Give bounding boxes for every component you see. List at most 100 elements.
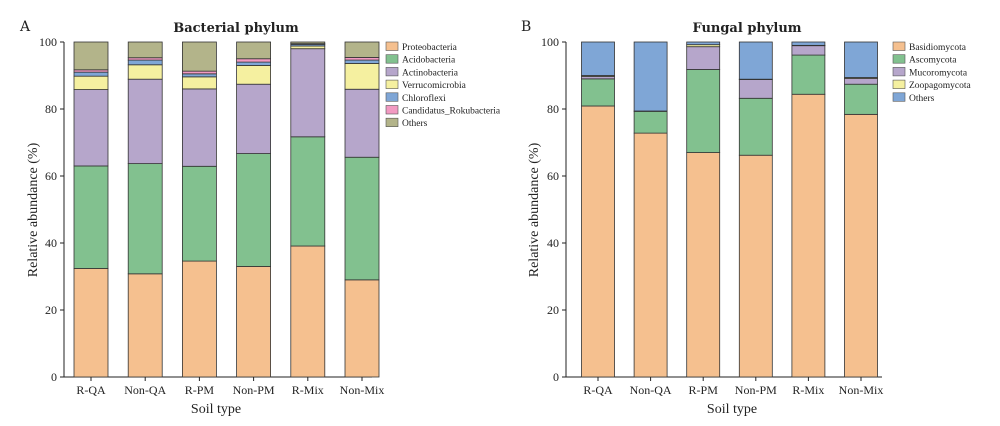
bar-segment-r-pm-others (181, 41, 217, 72)
plot-area: 0 20 40 60 80 100 R-QA Non-QA R-PM Non-PM R-Mix Non… (541, 35, 883, 397)
legend-label-zoopagomycota: Zoopagomycota (909, 81, 972, 91)
bar-segment-non-qa-others (633, 41, 668, 112)
x-tick-label: R-QA (583, 383, 613, 397)
bar-segment-non-mix-proteobacteria (344, 279, 380, 378)
legend: Basidiomycota Ascomycota Mucoromycota Zoopa… (892, 41, 972, 104)
bar-segment-r-qa-others (581, 41, 615, 76)
bar-segment-r-mix-proteobacteria (290, 245, 326, 378)
x-tick-label: Non-QA (630, 383, 672, 397)
bar-segment-r-mix-ascomycota (791, 54, 826, 95)
y-tick-label: 80 (45, 102, 57, 116)
legend-label-actinobacteria: Actinobacteria (402, 68, 459, 78)
x-tick-label: Non-PM (233, 383, 275, 397)
bar-segment-r-mix-others (290, 41, 326, 45)
fungal-phylum-chart: Fungal phylum Relative abundance (%) Soi… (527, 21, 972, 417)
legend-label-mucoromycota: Mucoromycota (909, 68, 968, 78)
legend-swatch-others (892, 92, 906, 102)
bar-segment-non-pm-proteobacteria (236, 266, 272, 378)
legend-label-proteobacteria: Proteobacteria (402, 43, 458, 53)
y-tick-label: 60 (547, 169, 559, 183)
bar-segment-non-mix-others (344, 41, 380, 58)
legend-swatch-actinobacteria (385, 67, 399, 77)
bar-segment-r-mix-mucoromycota (791, 45, 826, 56)
y-tick-label: 80 (547, 102, 559, 116)
bar-segment-r-pm-acidobacteria (181, 165, 217, 262)
bar-segment-r-pm-mucoromycota (686, 46, 721, 70)
x-tick-label: R-PM (185, 383, 215, 397)
legend-label-acidobacteria: Acidobacteria (402, 56, 456, 66)
bar-segment-non-mix-chloroflexi (344, 59, 380, 64)
bar-segment-non-pm-candidatus-rokubacteria (236, 58, 272, 63)
y-tick-label: 100 (541, 35, 559, 49)
legend-swatch-ascomycota (892, 54, 906, 64)
x-tick-label: Non-QA (124, 383, 166, 397)
x-axis-label: Soil type (707, 402, 757, 417)
y-tick-label: 40 (547, 236, 559, 250)
plot-area: 0 20 40 60 80 100 R-QA Non-QA R-PM Non-PM R-Mix Non… (39, 35, 384, 397)
bar-segment-r-mix-actinobacteria (290, 48, 326, 138)
y-tick-label: 60 (45, 169, 57, 183)
x-tick-label: Non-PM (735, 383, 777, 397)
legend-swatch-others (385, 117, 399, 127)
bar-segment-r-qa-others (73, 41, 109, 71)
bar-segment-r-qa-chloroflexi (73, 71, 109, 77)
bar-segment-non-qa-actinobacteria (127, 78, 163, 165)
y-tick-label: 0 (553, 370, 559, 384)
bar-segment-non-pm-acidobacteria (236, 153, 272, 267)
bar-segment-non-pm-ascomycota (738, 97, 773, 156)
bar-segment-non-mix-basidiomycota (844, 113, 878, 378)
legend-label-basidiomycota: Basidiomycota (909, 43, 967, 53)
x-tick-label: Non-Mix (340, 383, 385, 397)
bar-segment-non-mix-mucoromycota (844, 78, 878, 85)
bacterial-phylum-chart: Bacterial phylum Relative abundance (%) … (26, 21, 501, 417)
bar-segment-non-qa-ascomycota (633, 110, 668, 134)
bar-segment-r-pm-chloroflexi (181, 73, 217, 78)
legend-label-candidatus-rokubacteria: Candidatus_Rokubacteria (402, 107, 501, 117)
bar-segment-non-mix-actinobacteria (344, 88, 380, 158)
bar-segment-r-mix-verrucomicrobia (290, 45, 326, 50)
legend-swatch-verrucomicrobia (385, 79, 399, 89)
bar-segment-r-qa-actinobacteria (73, 89, 109, 167)
bar-segment-non-pm-others (236, 41, 272, 60)
y-axis-label: Relative abundance (%) (527, 142, 542, 277)
legend-swatch-acidobacteria (385, 54, 399, 64)
bar-segment-non-pm-mucoromycota (738, 79, 773, 99)
bar-segment-non-qa-basidiomycota (633, 132, 668, 378)
legend-swatch-mucoromycota (892, 67, 906, 77)
bar-segment-r-qa-basidiomycota (581, 105, 615, 378)
legend-swatch-chloroflexi (385, 92, 399, 102)
bar-segment-non-mix-candidatus-rokubacteria (344, 57, 380, 61)
bar-segment-r-mix-others (791, 41, 826, 46)
y-tick-label: 20 (547, 303, 559, 317)
chart-title: Fungal phylum (692, 21, 801, 36)
bar-segment-non-qa-proteobacteria (127, 273, 163, 378)
legend-label-others: Others (909, 94, 935, 104)
bar-segment-non-pm-verrucomicrobia (236, 65, 272, 85)
panel-label-b: B (521, 19, 531, 35)
bar-segment-non-pm-basidiomycota (738, 154, 773, 378)
bar-segment-non-pm-others (738, 41, 773, 80)
x-tick-label: R-QA (76, 383, 106, 397)
legend-swatch-candidatus-rokubacteria (385, 105, 399, 115)
legend-label-verrucomicrobia: Verrucomicrobia (402, 81, 467, 91)
bar-segment-r-pm-verrucomicrobia (181, 76, 217, 90)
bar-segment-r-pm-proteobacteria (181, 260, 217, 378)
bar-segment-r-pm-actinobacteria (181, 88, 217, 167)
bar-segment-r-qa-verrucomicrobia (73, 75, 109, 90)
x-tick-label: R-Mix (792, 383, 824, 397)
y-axis-label: Relative abundance (%) (26, 142, 41, 277)
bar-segment-r-qa-proteobacteria (73, 268, 109, 378)
bar-segment-non-qa-chloroflexi (127, 59, 163, 66)
chart-title: Bacterial phylum (173, 21, 299, 36)
y-tick-label: 0 (51, 370, 57, 384)
legend-swatch-proteobacteria (385, 41, 399, 51)
bar-segment-r-qa-ascomycota (581, 78, 615, 107)
y-tick-label: 20 (45, 303, 57, 317)
x-axis-label: Soil type (191, 402, 241, 417)
legend-swatch-zoopagomycota (892, 79, 906, 89)
x-tick-label: R-PM (689, 383, 719, 397)
legend-label-ascomycota: Ascomycota (909, 56, 957, 66)
bar-segment-non-qa-verrucomicrobia (127, 64, 163, 80)
bar-segment-non-qa-acidobacteria (127, 163, 163, 275)
